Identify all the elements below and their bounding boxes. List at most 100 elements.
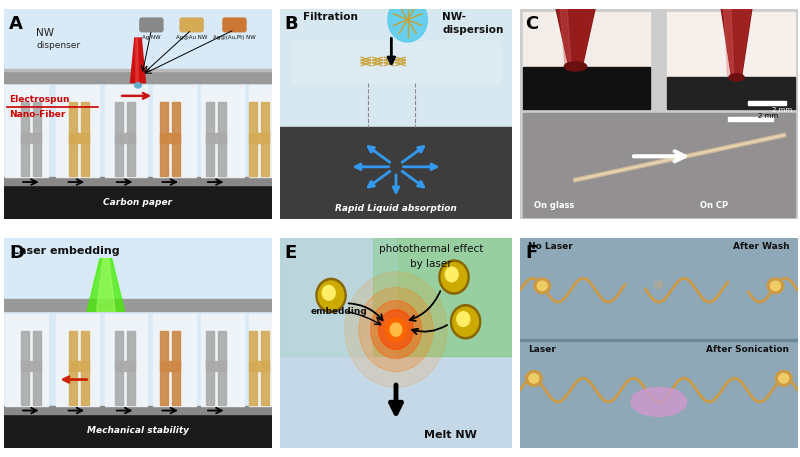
Bar bbox=[249, 331, 257, 404]
Bar bbox=[153, 85, 196, 177]
Text: Ag@Au NW: Ag@Au NW bbox=[176, 35, 207, 40]
Text: Mechanical stability: Mechanical stability bbox=[87, 426, 189, 435]
Bar bbox=[63, 329, 165, 395]
Bar bbox=[33, 331, 41, 404]
Polygon shape bbox=[87, 259, 125, 311]
Bar bbox=[206, 361, 226, 372]
Bar bbox=[160, 361, 180, 372]
Bar bbox=[4, 69, 272, 71]
Bar bbox=[206, 133, 226, 143]
Bar bbox=[126, 102, 134, 176]
Text: Ag@(Au,Pt) NW: Ag@(Au,Pt) NW bbox=[213, 35, 256, 40]
Text: NW-: NW- bbox=[442, 12, 466, 22]
Circle shape bbox=[778, 374, 789, 383]
Circle shape bbox=[390, 323, 402, 336]
Bar bbox=[21, 133, 41, 143]
Bar bbox=[201, 85, 244, 177]
Bar bbox=[114, 102, 122, 176]
Polygon shape bbox=[136, 38, 138, 83]
FancyBboxPatch shape bbox=[180, 18, 203, 32]
Bar bbox=[4, 71, 272, 83]
Text: After Sonication: After Sonication bbox=[706, 345, 790, 354]
Text: F: F bbox=[526, 244, 538, 262]
Circle shape bbox=[442, 263, 466, 292]
Text: by laser: by laser bbox=[410, 259, 452, 269]
Bar bbox=[56, 85, 99, 177]
Ellipse shape bbox=[631, 388, 686, 416]
Circle shape bbox=[359, 287, 433, 372]
Bar bbox=[153, 314, 196, 406]
Bar bbox=[201, 314, 244, 406]
Bar bbox=[126, 331, 134, 404]
Circle shape bbox=[526, 371, 542, 386]
Text: Ag NW: Ag NW bbox=[142, 35, 161, 40]
Bar bbox=[69, 361, 89, 372]
Polygon shape bbox=[558, 9, 594, 66]
Bar bbox=[280, 128, 512, 219]
Bar bbox=[218, 102, 226, 176]
Polygon shape bbox=[556, 9, 595, 66]
Circle shape bbox=[770, 281, 780, 291]
Polygon shape bbox=[97, 259, 115, 311]
Circle shape bbox=[445, 267, 458, 282]
Polygon shape bbox=[292, 41, 501, 83]
Text: D: D bbox=[10, 244, 24, 262]
Bar bbox=[218, 331, 226, 404]
Bar bbox=[114, 361, 134, 372]
Polygon shape bbox=[280, 238, 396, 356]
Bar bbox=[250, 85, 270, 177]
Text: Nano-Fiber: Nano-Fiber bbox=[10, 110, 66, 119]
Circle shape bbox=[457, 312, 470, 326]
Bar bbox=[56, 314, 99, 406]
Text: Laser: Laser bbox=[528, 345, 556, 354]
Polygon shape bbox=[130, 38, 146, 83]
Bar bbox=[261, 102, 269, 176]
Ellipse shape bbox=[565, 62, 586, 71]
Bar bbox=[522, 67, 650, 109]
Circle shape bbox=[318, 281, 344, 310]
Circle shape bbox=[345, 272, 447, 388]
Bar bbox=[522, 113, 795, 217]
Circle shape bbox=[534, 278, 550, 294]
Circle shape bbox=[388, 0, 427, 42]
FancyBboxPatch shape bbox=[140, 18, 163, 32]
Bar bbox=[206, 102, 214, 176]
Circle shape bbox=[453, 307, 478, 336]
Text: Melt NW: Melt NW bbox=[424, 430, 477, 440]
Bar bbox=[4, 299, 272, 311]
Bar bbox=[728, 117, 773, 121]
Circle shape bbox=[767, 278, 784, 294]
Text: No Laser: No Laser bbox=[528, 242, 573, 250]
Bar bbox=[160, 331, 168, 404]
Text: On glass: On glass bbox=[534, 201, 574, 210]
Circle shape bbox=[370, 301, 422, 358]
Bar bbox=[4, 411, 272, 448]
Bar bbox=[261, 331, 269, 404]
Polygon shape bbox=[722, 9, 750, 77]
Polygon shape bbox=[373, 238, 512, 356]
Circle shape bbox=[529, 374, 539, 383]
Bar bbox=[6, 85, 48, 177]
Bar bbox=[81, 102, 89, 176]
Circle shape bbox=[439, 260, 469, 294]
Text: Rapid Liquid absorption: Rapid Liquid absorption bbox=[335, 204, 457, 213]
Bar bbox=[249, 133, 269, 143]
Text: C: C bbox=[526, 16, 539, 33]
Text: dispersion: dispersion bbox=[442, 25, 504, 35]
Text: Carbon paper: Carbon paper bbox=[103, 198, 173, 207]
Bar bbox=[21, 361, 41, 372]
Bar bbox=[160, 133, 180, 143]
Bar bbox=[105, 314, 147, 406]
Polygon shape bbox=[724, 9, 734, 77]
Circle shape bbox=[386, 318, 406, 341]
Bar bbox=[249, 361, 269, 372]
Bar bbox=[21, 102, 29, 176]
Bar bbox=[114, 331, 122, 404]
Bar bbox=[172, 102, 180, 176]
Circle shape bbox=[378, 310, 414, 349]
Bar bbox=[748, 101, 786, 105]
FancyBboxPatch shape bbox=[223, 18, 246, 32]
Bar bbox=[105, 85, 147, 177]
Bar bbox=[520, 340, 798, 341]
Bar bbox=[6, 314, 48, 406]
